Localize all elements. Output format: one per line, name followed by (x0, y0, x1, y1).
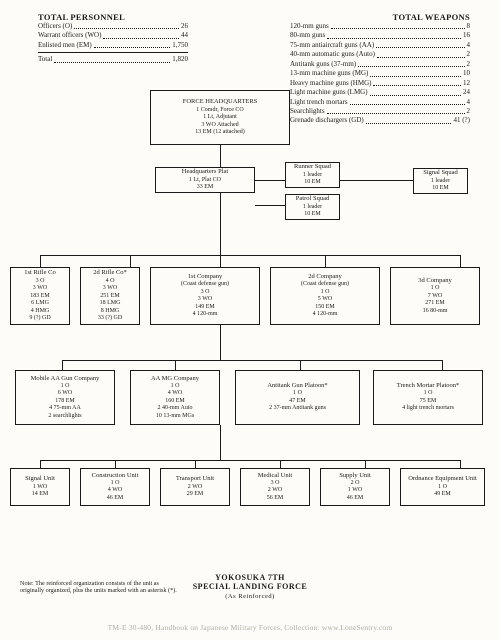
box-supply-unit: Supply Unit 2 O1 WO46 EM (320, 468, 390, 506)
box-aamg: AA MG Company 1 O4 WO160 EM2 40-mm Auto1… (130, 370, 220, 425)
stat-row: 75-mm antiaircraft guns (AA)4 (290, 41, 470, 50)
box-hq-plat: Headquarters Plat 1 Lt, Plat CO33 EM (155, 167, 255, 193)
box-patrol: Patrol Squad 1 leader10 EM (285, 194, 340, 220)
stat-row: 120-mm guns8 (290, 22, 470, 31)
stat-row: Light trench mortars4 (290, 98, 470, 107)
box-construction-unit: Construction Unit 1 O4 WO46 EM (80, 468, 150, 506)
footer-title: YOKOSUKA 7TH SPECIAL LANDING FORCE (As R… (0, 573, 500, 600)
stat-row: 40-mm automatic guns (Auto)2 (290, 50, 470, 59)
box-co2: 2d Company (Coast defense gun) 1 O5 WO15… (270, 267, 380, 325)
weapons-title: TOTAL WEAPONS (290, 12, 470, 22)
box-rifle1: 1st Rifle Co 3 O3 WO183 EM6 LMG4 HMG9 (?… (10, 267, 70, 325)
personnel-title: TOTAL PERSONNEL (38, 12, 188, 22)
stat-row: Searchlights2 (290, 107, 470, 116)
stat-row: 80-mm guns16 (290, 31, 470, 40)
stat-row: Warrant officers (WO)44 (38, 31, 188, 40)
watermark: TM-E 30-480, Handbook on Japanese Milita… (0, 623, 500, 632)
box-signal-unit: Signal Unit 1 WO14 EM (10, 468, 70, 506)
stat-row: Heavy machine guns (HMG)12 (290, 79, 470, 88)
box-antitank: Antitank Gun Platoon* 1 O47 EM2 37-mm An… (235, 370, 360, 425)
box-mobile-aa: Mobile AA Gun Company 1 O6 WO178 EM4 75-… (15, 370, 115, 425)
stat-row: Grenade dischargers (GD)41 (?) (290, 116, 470, 125)
weapons-block: TOTAL WEAPONS 120-mm guns880-mm guns1675… (290, 12, 470, 126)
stat-row: Antitank guns (37-mm)2 (290, 60, 470, 69)
box-medical-unit: Medical Unit 3 O2 WO56 EM (240, 468, 310, 506)
stat-row: Light machine guns (LMG)24 (290, 88, 470, 97)
stat-row: Officers (O)26 (38, 22, 188, 31)
box-runner: Runner Squad 1 leader10 EM (285, 162, 340, 188)
personnel-total: Total 1,820 (38, 55, 188, 64)
box-co1: 1st Company (Coast defense gun) 3 O3 WO1… (150, 267, 260, 325)
personnel-block: TOTAL PERSONNEL Officers (O)26Warrant of… (38, 12, 188, 65)
box-co3: 3d Company 1 O7 WO271 EM16 80-mm (390, 267, 480, 325)
box-force-hq: FORCE HEADQUARTERS 1 Comdr, Force CO1 Lt… (150, 90, 290, 145)
box-trench-mortar: Trench Mortar Platoon* 1 O75 EM4 light t… (373, 370, 483, 425)
box-transport-unit: Transport Unit 2 WO29 EM (160, 468, 230, 506)
box-rifle2: 2d Rifle Co* 4 O3 WO251 EM18 LMG8 HMG33 … (80, 267, 140, 325)
box-ordnance-unit: Ordnance Equipment Unit 1 O49 EM (400, 468, 485, 506)
stat-row: 13-mm machine guns (MG)10 (290, 69, 470, 78)
stat-row: Enlisted men (EM)1,750 (38, 41, 188, 50)
box-signal-squad: Signal Squad 1 leader10 EM (413, 168, 468, 194)
